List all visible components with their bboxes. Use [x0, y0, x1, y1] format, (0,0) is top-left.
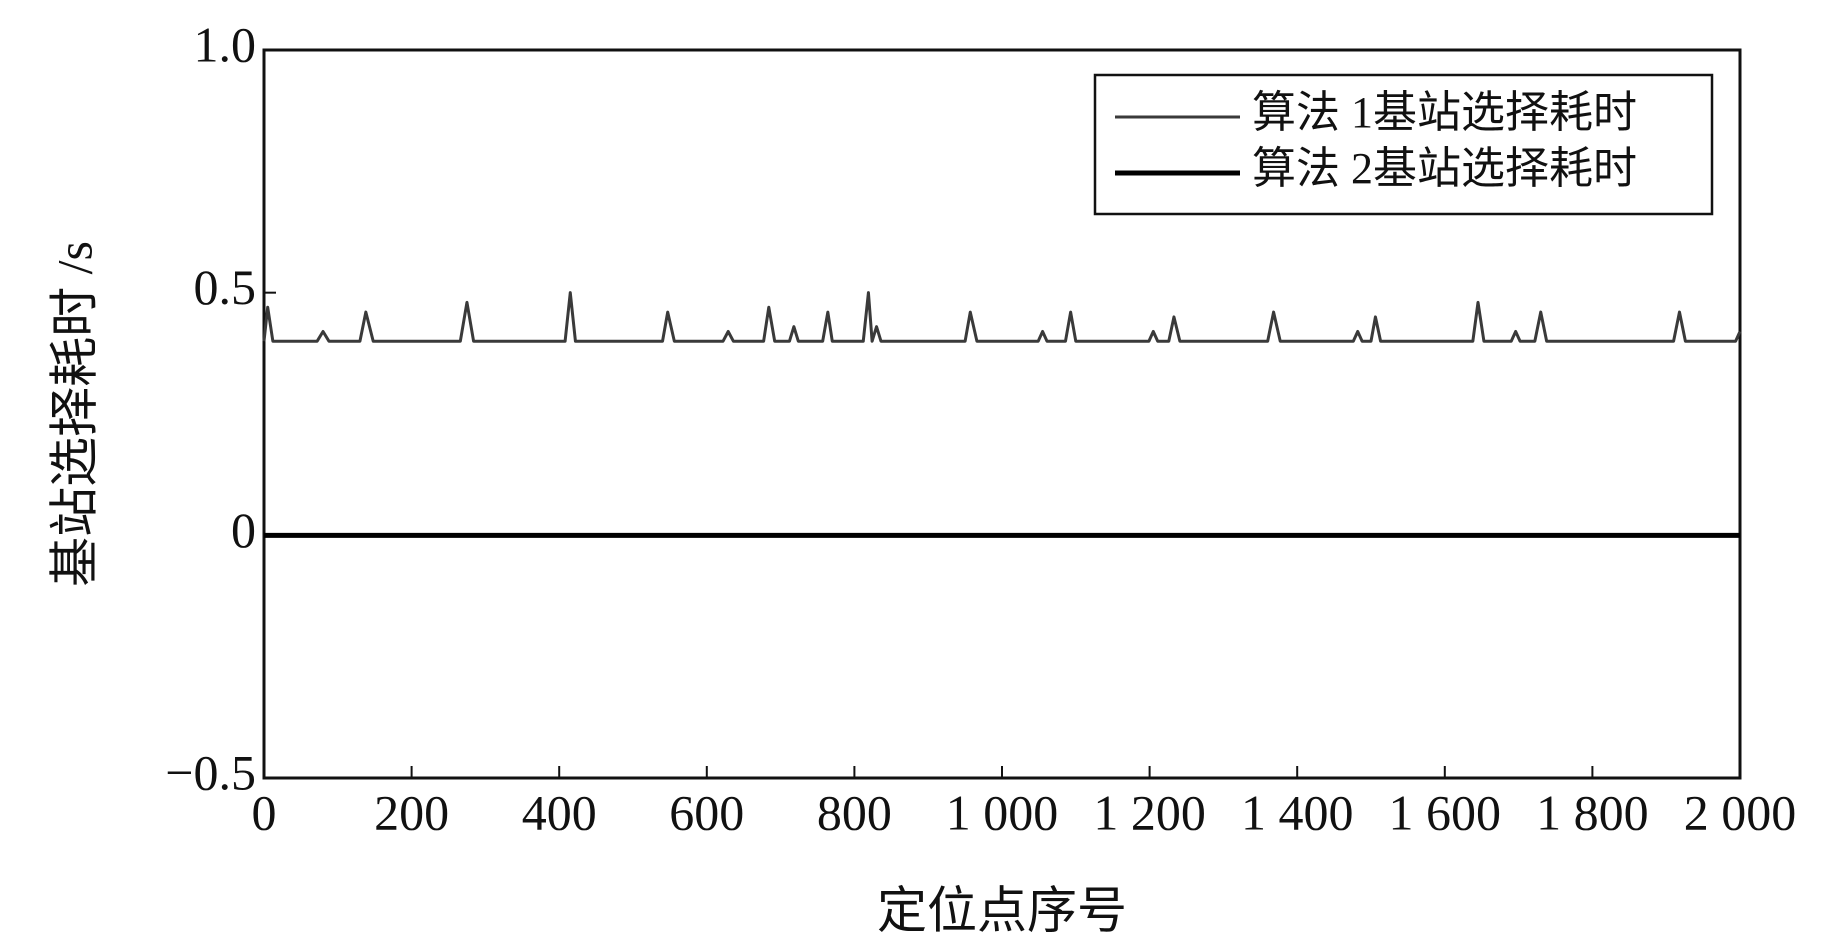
x-tick-label: 2 000: [1684, 784, 1797, 840]
x-tick-label: 1 800: [1536, 784, 1649, 840]
y-tick-label: 1.0: [194, 16, 257, 72]
y-tick-label: 0.5: [194, 259, 257, 315]
x-tick-label: 1 000: [946, 784, 1059, 840]
x-axis-title: 定位点序号: [877, 882, 1127, 938]
x-tick-label: 1 400: [1241, 784, 1354, 840]
legend-label: 算法 1基站选择耗时: [1252, 88, 1637, 137]
legend-box: [1093, 73, 1714, 216]
legend-label: 算法 2基站选择耗时: [1252, 144, 1637, 193]
y-tick-label: 0: [231, 502, 256, 558]
x-tick-label: 800: [817, 784, 892, 840]
x-tick-label: 1 600: [1389, 784, 1502, 840]
x-tick-label: 200: [374, 784, 449, 840]
y-axis-title: 基站选择耗时 /s: [46, 241, 102, 587]
y-tick-label: −0.5: [165, 744, 256, 800]
x-tick-label: 0: [252, 784, 277, 840]
x-tick-label: 400: [522, 784, 597, 840]
x-tick-label: 600: [669, 784, 744, 840]
x-tick-label: 1 200: [1093, 784, 1206, 840]
series-line: [262, 291, 1742, 343]
